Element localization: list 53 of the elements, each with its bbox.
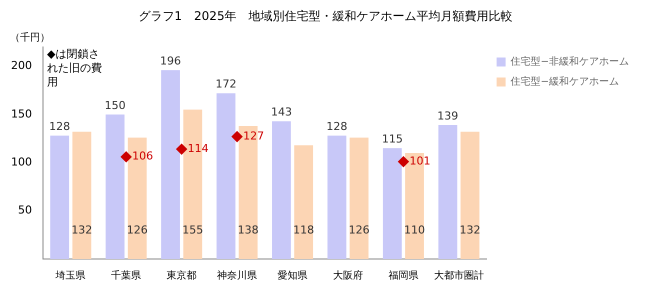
legend-label: 住宅型−緩和ケアホーム bbox=[510, 76, 620, 88]
bar bbox=[438, 125, 458, 259]
data-label: 139 bbox=[437, 109, 458, 122]
data-label: 172 bbox=[215, 78, 236, 91]
y-tick-label: 100 bbox=[10, 155, 32, 168]
y-axis-title: （千円） bbox=[10, 32, 50, 44]
data-label: 132 bbox=[71, 224, 92, 237]
data-label: 126 bbox=[126, 224, 148, 237]
data-label: 132 bbox=[459, 224, 480, 237]
x-tick-label: 神奈川県 bbox=[217, 270, 258, 282]
x-tick-label: 千葉県 bbox=[111, 270, 142, 282]
bar bbox=[294, 145, 314, 259]
bar bbox=[350, 138, 369, 259]
data-label: 155 bbox=[182, 224, 204, 237]
data-label: 128 bbox=[49, 120, 70, 134]
y-tick-label: 50 bbox=[18, 204, 32, 217]
data-label: 110 bbox=[404, 224, 426, 237]
x-tick-label: 愛知県 bbox=[278, 270, 308, 282]
data-label: 143 bbox=[270, 106, 292, 119]
x-tick-label: 大阪府 bbox=[332, 270, 363, 282]
bar bbox=[382, 148, 402, 259]
data-label: 118 bbox=[293, 224, 314, 237]
bar bbox=[106, 114, 125, 259]
legend-label: 住宅型−非緩和ケアホーム bbox=[510, 56, 630, 68]
data-label: 128 bbox=[326, 120, 348, 134]
data-label: 127 bbox=[243, 129, 264, 142]
bar bbox=[72, 132, 92, 259]
point bbox=[232, 131, 243, 142]
bar bbox=[327, 136, 346, 259]
data-label: 115 bbox=[382, 132, 403, 146]
x-tick-label: 福岡県 bbox=[388, 270, 418, 282]
bar bbox=[216, 93, 236, 259]
y-tick-label: 150 bbox=[10, 107, 32, 120]
chart-title: グラフ1 2025年 地域別住宅型・緩和ケアホーム平均月額費用比較 bbox=[137, 8, 514, 25]
data-label: 138 bbox=[238, 224, 259, 237]
point bbox=[120, 151, 132, 162]
x-tick-label: 埼玉県 bbox=[54, 270, 86, 282]
data-label: 106 bbox=[132, 150, 154, 163]
data-label: 126 bbox=[348, 224, 370, 237]
point bbox=[176, 144, 188, 155]
point bbox=[398, 156, 409, 168]
data-label: 114 bbox=[188, 142, 209, 156]
bar bbox=[161, 70, 180, 259]
x-tick-label: 東京都 bbox=[166, 270, 197, 282]
x-tick-label: 大都市圏計 bbox=[434, 270, 484, 282]
data-label: 150 bbox=[104, 98, 126, 112]
annotation: ◆は閉鎖された旧の費用 bbox=[46, 47, 102, 88]
y-tick-label: 200 bbox=[10, 59, 32, 72]
data-label: 196 bbox=[160, 54, 182, 68]
bar bbox=[460, 132, 480, 259]
bar bbox=[50, 136, 70, 259]
data-label: 101 bbox=[409, 154, 430, 168]
bar bbox=[272, 121, 291, 259]
